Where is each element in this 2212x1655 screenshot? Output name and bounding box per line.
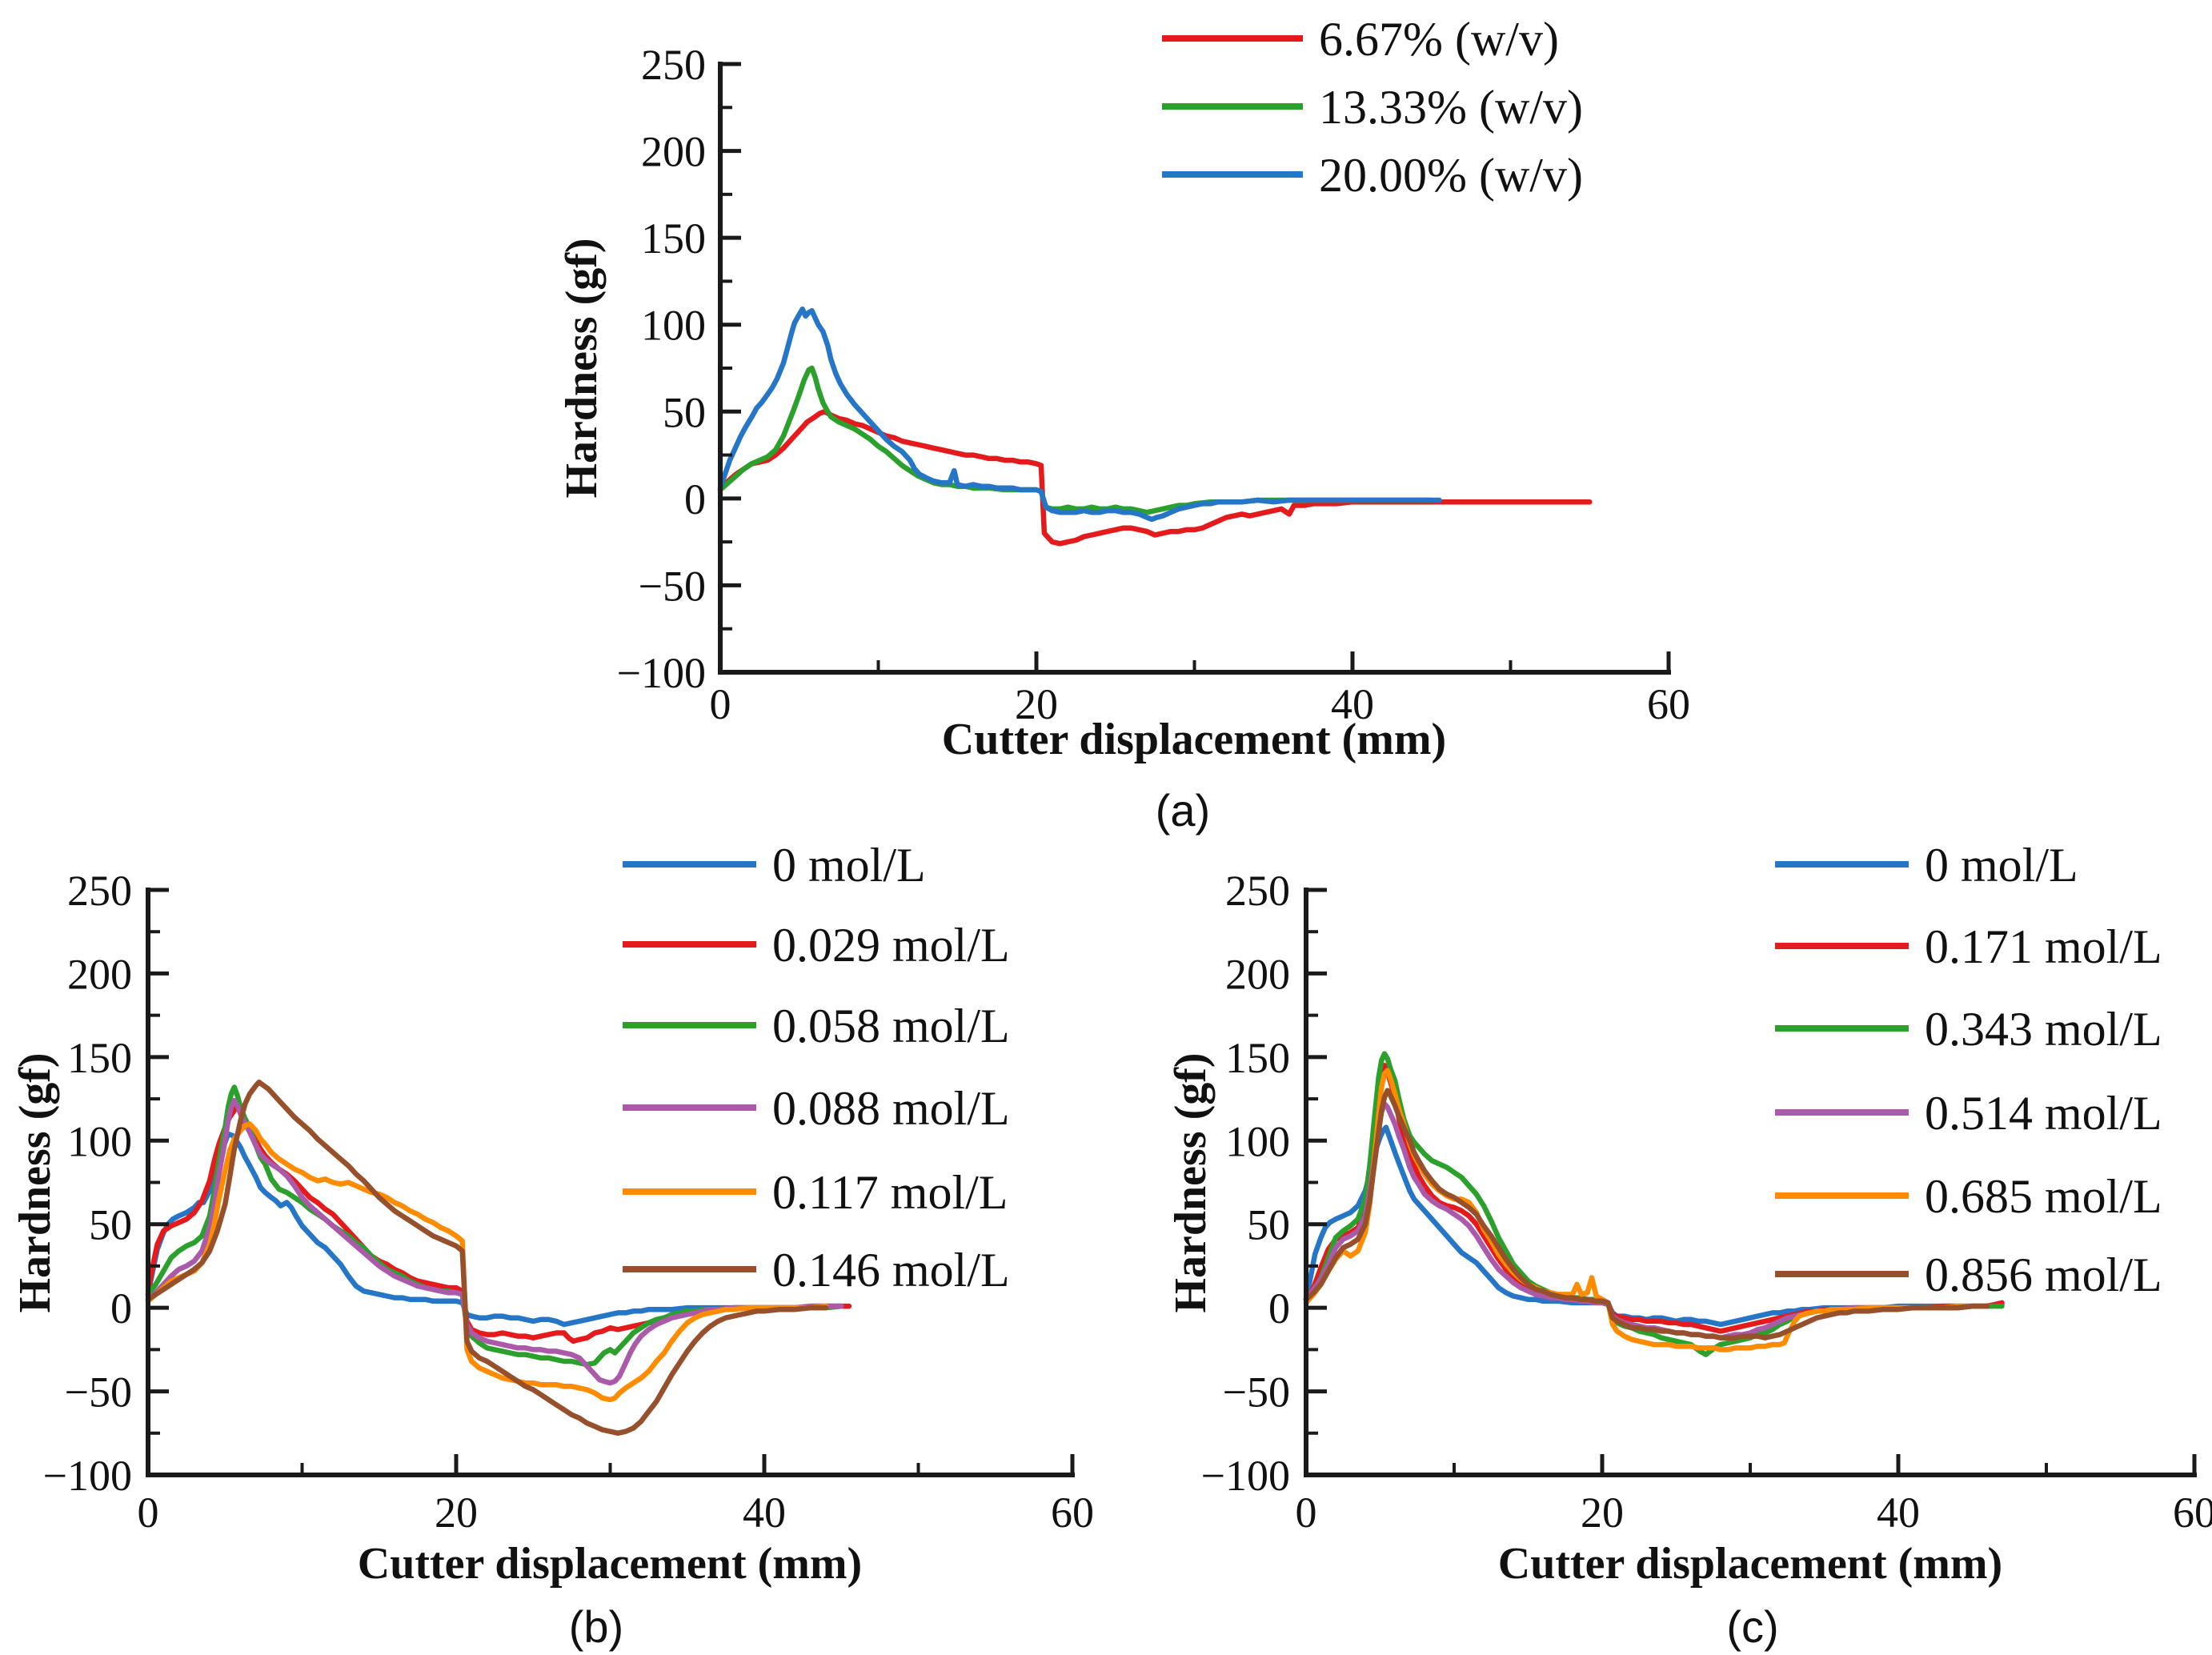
y-tick-label: 250 bbox=[67, 867, 132, 915]
y-tick-label: 50 bbox=[89, 1201, 132, 1249]
plot-area-b bbox=[145, 1079, 852, 1437]
y-tick-label: −50 bbox=[639, 562, 706, 610]
x-tick-label: 40 bbox=[1877, 1489, 1920, 1537]
series-line-b-5 bbox=[145, 1079, 829, 1437]
series-line-b-3 bbox=[145, 1097, 844, 1386]
y-axis-title-b: Hardness (gf) bbox=[10, 1052, 60, 1312]
y-tick-label: −100 bbox=[43, 1452, 132, 1500]
y-tick-label: 200 bbox=[67, 950, 132, 998]
x-tick-label: 20 bbox=[435, 1489, 478, 1537]
caption-b: (b) bbox=[569, 1601, 623, 1652]
legend-label-a-1: 13.33% (w/v) bbox=[1319, 81, 1583, 134]
caption-c: (c) bbox=[1726, 1601, 1778, 1652]
x-axis-title-a: Cutter displacement (mm) bbox=[942, 715, 1446, 764]
legend-b: 0 mol/L 0.029 mol/L 0.058 mol/L 0.088 mol/L… bbox=[623, 839, 1010, 1296]
y-tick-label: 100 bbox=[67, 1117, 132, 1165]
y-tick-label: 0 bbox=[684, 475, 706, 523]
legend-label-b-0: 0 mol/L bbox=[772, 839, 926, 892]
plot-area-a bbox=[717, 306, 1593, 547]
y-tick-label: −100 bbox=[1201, 1452, 1290, 1500]
x-tick-label: 0 bbox=[1296, 1489, 1317, 1537]
x-tick-label: 0 bbox=[710, 680, 731, 728]
x-tick-label: 20 bbox=[1581, 1489, 1624, 1537]
series-line-b-4 bbox=[145, 1121, 829, 1403]
legend-label-c-3: 0.514 mol/L bbox=[1925, 1087, 2162, 1140]
series-line-c-4 bbox=[1303, 1068, 1990, 1352]
x-tick-label: 40 bbox=[743, 1489, 786, 1537]
y-tick-label: 250 bbox=[641, 41, 706, 89]
y-axis-title-a: Hardness (gf) bbox=[557, 238, 607, 498]
x-tick-label: 60 bbox=[1647, 680, 1690, 728]
y-tick-label: −50 bbox=[1223, 1368, 1290, 1417]
y-tick-label: 150 bbox=[1225, 1034, 1290, 1082]
x-tick-label: 40 bbox=[1331, 680, 1374, 728]
legend-label-b-2: 0.058 mol/L bbox=[772, 1000, 1010, 1052]
y-tick-label: −100 bbox=[617, 649, 706, 697]
x-tick-label: 60 bbox=[2173, 1489, 2212, 1537]
legend-label-a-0: 6.67% (w/v) bbox=[1319, 13, 1559, 66]
y-tick-label: 100 bbox=[1225, 1117, 1290, 1165]
legend-label-c-4: 0.685 mol/L bbox=[1925, 1170, 2162, 1223]
y-tick-label: 50 bbox=[1247, 1201, 1290, 1249]
legend-label-b-4: 0.117 mol/L bbox=[772, 1166, 1008, 1219]
y-tick-label: 50 bbox=[663, 388, 706, 436]
y-tick-label: 150 bbox=[67, 1034, 132, 1082]
legend-c: 0 mol/L 0.171 mol/L 0.343 mol/L 0.514 mol/L… bbox=[1775, 839, 2162, 1301]
x-tick-label: 60 bbox=[1051, 1489, 1094, 1537]
y-tick-label: −50 bbox=[65, 1368, 132, 1417]
x-tick-label: 20 bbox=[1015, 680, 1058, 728]
x-tick-label: 0 bbox=[138, 1489, 159, 1537]
y-tick-label: 0 bbox=[110, 1284, 132, 1332]
series-line-a-0 bbox=[717, 409, 1593, 547]
legend-label-b-1: 0.029 mol/L bbox=[772, 919, 1010, 972]
legend-label-b-3: 0.088 mol/L bbox=[772, 1082, 1010, 1135]
x-axis-title-b: Cutter displacement (mm) bbox=[358, 1539, 862, 1589]
y-tick-label: 200 bbox=[641, 128, 706, 176]
y-axis-title-c: Hardness (gf) bbox=[1166, 1052, 1216, 1312]
y-tick-label: 0 bbox=[1268, 1284, 1290, 1332]
series-line-a-1 bbox=[717, 365, 1435, 515]
legend-a: 6.67% (w/v) 13.33% (w/v) 20.00% (w/v) bbox=[1162, 13, 1583, 202]
series-line-b-0 bbox=[145, 1131, 844, 1328]
caption-a: (a) bbox=[1156, 785, 1210, 836]
y-tick-label: 150 bbox=[641, 214, 706, 262]
y-tick-label: 100 bbox=[641, 302, 706, 350]
y-tick-label: 250 bbox=[1225, 867, 1290, 915]
series-line-c-5 bbox=[1303, 1088, 1990, 1340]
y-tick-label: 200 bbox=[1225, 950, 1290, 998]
legend-label-c-0: 0 mol/L bbox=[1925, 839, 2078, 892]
legend-label-b-5: 0.146 mol/L bbox=[772, 1244, 1010, 1296]
x-axis-title-c: Cutter displacement (mm) bbox=[1498, 1539, 2002, 1589]
legend-label-a-2: 20.00% (w/v) bbox=[1319, 149, 1583, 202]
legend-label-c-1: 0.171 mol/L bbox=[1925, 920, 2162, 973]
legend-label-c-2: 0.343 mol/L bbox=[1925, 1003, 2162, 1056]
series-line-a-2 bbox=[717, 306, 1442, 523]
plot-area-c bbox=[1303, 1051, 2005, 1357]
legend-label-c-5: 0.856 mol/L bbox=[1925, 1248, 2162, 1301]
